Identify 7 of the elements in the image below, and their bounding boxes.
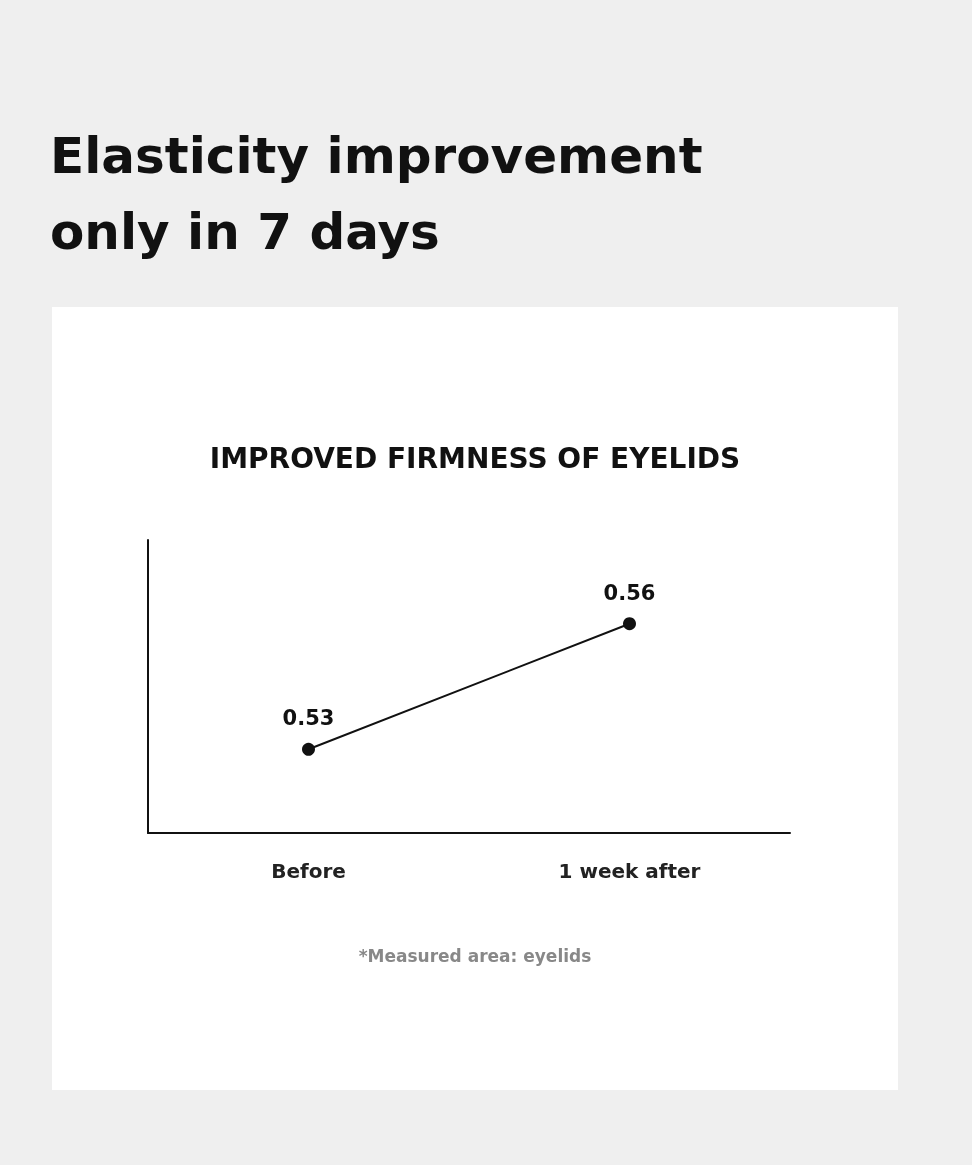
x-tick-label: Before (271, 859, 346, 883)
data-label: 0.56 (603, 580, 656, 605)
chart-title: Elasticity improvement only in 7 days (50, 126, 704, 263)
text: *Measured area: eyelids (358, 945, 592, 966)
chart-subtitle: IMPROVED FIRMNESS OF EYELIDS (209, 441, 741, 475)
data-label: 0.53 (282, 706, 335, 731)
x-tick-label: 1 week after (558, 859, 701, 883)
